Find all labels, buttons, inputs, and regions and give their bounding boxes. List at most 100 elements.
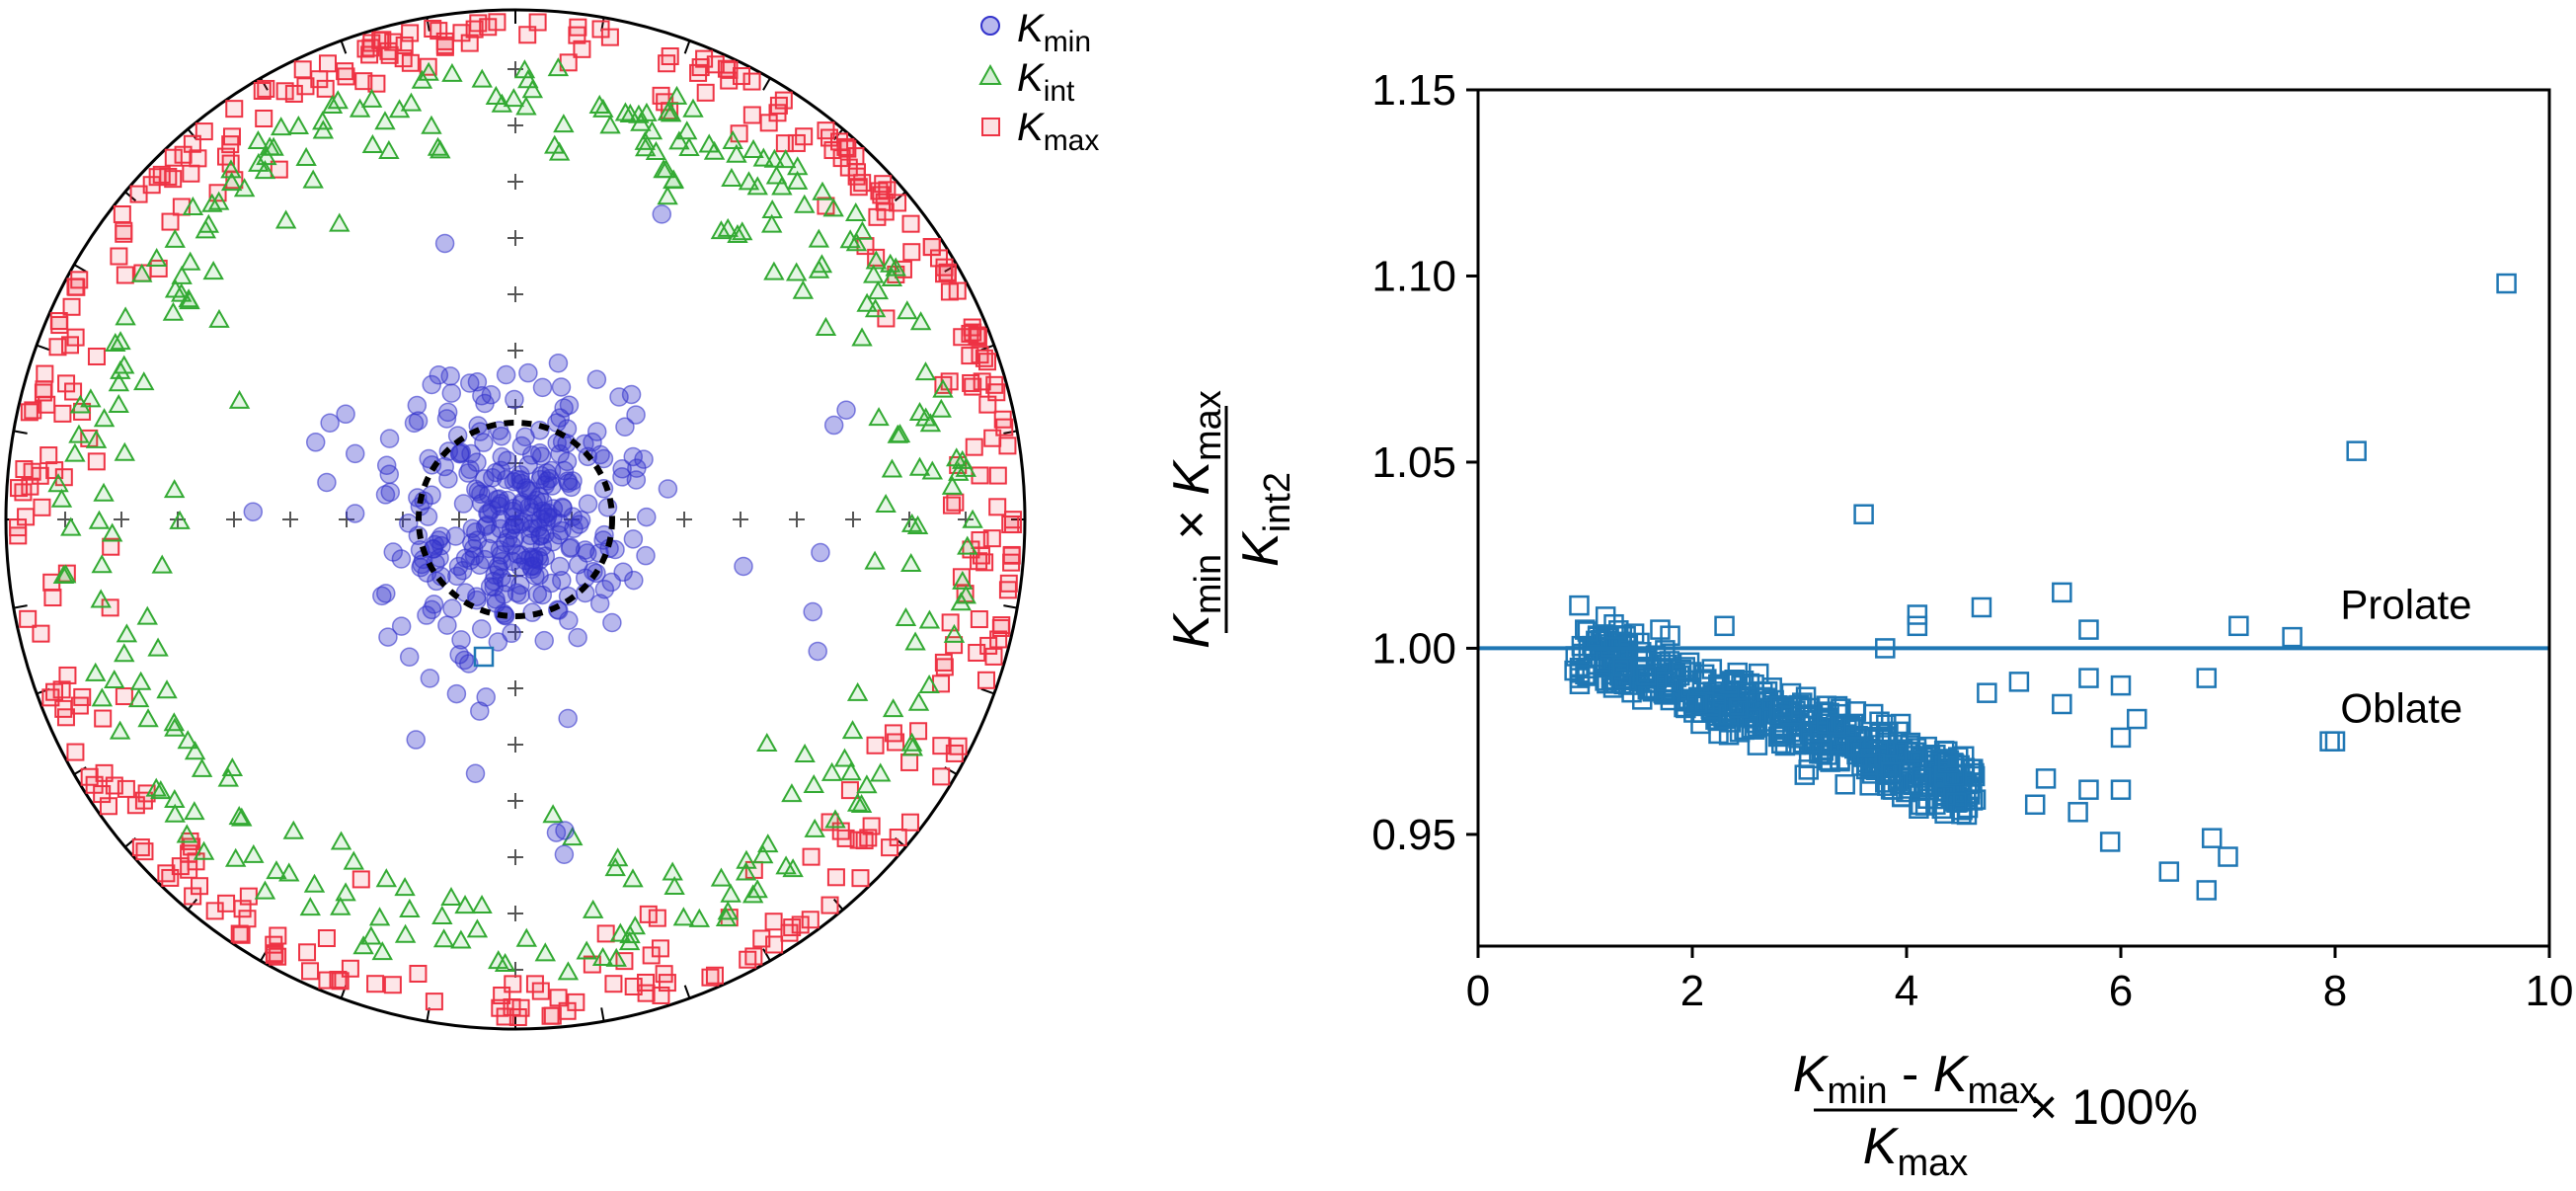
kmax-point <box>232 925 251 944</box>
kmax-point <box>600 28 619 46</box>
kmin-point <box>317 472 337 493</box>
kint-point <box>833 748 856 767</box>
data-point <box>1650 619 1671 640</box>
kint-point <box>421 115 442 134</box>
kmin-point <box>586 369 607 389</box>
kmax-point <box>66 328 85 347</box>
kint-point <box>746 176 768 196</box>
kmax-point <box>275 82 294 101</box>
kint-point <box>887 424 908 443</box>
kint-point <box>663 170 684 190</box>
kmin-point <box>429 365 449 385</box>
kmax-point <box>752 929 771 948</box>
data-point <box>1654 684 1675 705</box>
grid-cross <box>507 174 523 190</box>
x-label-denominator: Kmax <box>1863 1118 1968 1184</box>
kint-point <box>957 535 978 555</box>
x-tick-label: 8 <box>2323 967 2347 1015</box>
data-point <box>1686 693 1708 714</box>
data-point <box>1612 657 1633 677</box>
kmin-point <box>803 601 822 622</box>
kint-point <box>732 221 753 241</box>
kmin-point <box>589 594 610 613</box>
anisotropy-scatter-plot: 0 2 4 6 8 10 0.95 1.00 1.05 1.10 1.15 Prolate Obl… <box>1371 66 2573 1015</box>
kmin-point <box>488 632 508 652</box>
kmin-point <box>593 448 614 469</box>
kmin-point <box>578 494 598 514</box>
kmin-point <box>836 400 856 420</box>
kmax-point <box>110 247 128 266</box>
kint-point <box>515 927 538 947</box>
kint-point <box>374 111 396 130</box>
kint-point <box>722 129 743 149</box>
kmax-point <box>839 158 858 177</box>
kint-point <box>429 139 451 159</box>
data-point <box>2319 731 2340 752</box>
kmax-point <box>1001 516 1020 534</box>
kint-point <box>811 254 833 274</box>
kmin-point <box>536 512 556 532</box>
kint-point <box>952 570 974 590</box>
grid-cross <box>507 906 523 921</box>
x-tick-label: 10 <box>2526 967 2574 1015</box>
kmin-point <box>345 504 365 523</box>
kmax-point <box>689 63 708 82</box>
kmax-point <box>129 185 148 203</box>
kmax-point <box>862 817 881 835</box>
data-point <box>1770 695 1791 716</box>
kmax-point <box>696 83 715 102</box>
kmin-point <box>501 519 521 540</box>
kint-point <box>698 133 720 153</box>
kint-point <box>672 907 695 926</box>
kint-point <box>378 139 400 159</box>
kint-point <box>466 918 489 938</box>
grid-cross <box>507 118 523 133</box>
edge-tick <box>13 604 28 609</box>
kint-point <box>418 61 439 81</box>
data-point <box>2110 675 2132 696</box>
kmin-point <box>465 763 486 783</box>
kmax-point <box>164 170 183 189</box>
y-tick-label: 0.95 <box>1371 811 1456 859</box>
kint-point <box>394 923 417 943</box>
kint-point <box>781 783 803 803</box>
data-point <box>2099 832 2121 852</box>
kint-point <box>400 92 423 112</box>
kint-point <box>851 327 873 347</box>
data-point <box>1714 615 1735 637</box>
kmax-point <box>94 709 113 728</box>
kmin-point <box>575 540 595 560</box>
kmin-point <box>521 445 542 465</box>
data-point <box>2196 880 2218 901</box>
kmax-point <box>901 214 920 233</box>
kint-point <box>856 774 878 794</box>
kint-point <box>614 102 637 121</box>
data-point <box>2228 615 2249 637</box>
kint-point <box>171 265 193 284</box>
kmin-point <box>561 537 581 557</box>
kmax-point <box>652 986 670 1004</box>
kmax-point <box>849 831 868 849</box>
data-point <box>2024 794 2046 816</box>
kint-point <box>60 516 82 536</box>
kint-point <box>488 950 509 970</box>
kmin-point <box>527 584 548 604</box>
edge-tick <box>73 264 87 273</box>
grid-cross <box>507 793 523 809</box>
kint-point <box>361 133 384 153</box>
data-point <box>1859 775 1880 796</box>
edge-tick <box>36 344 50 352</box>
kint-point <box>756 732 778 753</box>
kmin-point <box>542 531 563 552</box>
kint-point <box>662 861 683 881</box>
kmin-point <box>445 526 466 546</box>
data-point <box>1826 714 1846 735</box>
kint-point <box>870 762 892 782</box>
kmin-point <box>471 619 492 639</box>
kint-point <box>591 946 614 967</box>
kmax-point <box>284 84 303 103</box>
grid-cross <box>507 286 523 302</box>
kmax-point <box>742 106 761 124</box>
kint-point <box>243 843 265 863</box>
kmin-point <box>602 612 622 633</box>
